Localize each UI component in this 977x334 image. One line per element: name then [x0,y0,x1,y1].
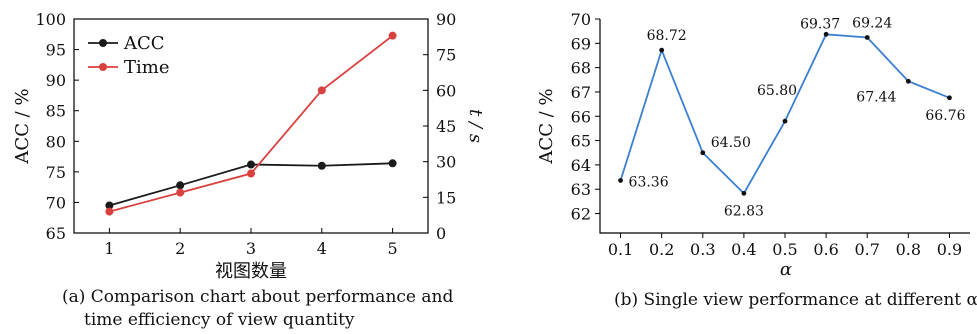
chart-b-series: 63.36 68.72 64.50 62.83 65.80 69.37 69.24 67.44… [618,15,966,219]
chart-b-point [905,78,911,84]
legend-label: Time [124,57,169,78]
chart-a-caption-line-2: time efficiency of view quantity [84,310,355,330]
chart-a-legend: ACC Time [88,33,169,78]
chart-b-y-tick-label: 66 [571,107,591,126]
chart-b-series-line [619,33,950,195]
chart-a-right-y-tick-label: 15 [436,188,456,207]
chart-b-x-tick-label: 0.3 [690,240,715,259]
chart-b-data-label: 63.36 [629,174,669,190]
chart-b-y-tick-label: 63 [571,180,591,199]
chart-b-y-tick-label: 67 [571,83,591,102]
chart-b-x-tick-label: 0.2 [649,240,674,259]
chart-b-caption: (b) Single view performance at different… [614,290,977,310]
chart-a-x-tick-label: 4 [317,239,327,258]
chart-b-point [947,95,952,101]
chart-a-series [105,31,397,216]
chart-a-point-acc [247,160,255,169]
chart-a-x-tick-label: 2 [175,239,185,258]
chart-b-x-tick-label: 0.6 [813,240,838,259]
chart-b-x-tick-label: 0.8 [896,240,921,259]
chart-b-point [659,47,665,53]
chart-b-y-tick-label: 65 [571,132,591,151]
chart-b-data-label: 67.44 [856,89,896,105]
chart-a-y-tick-label: 65 [46,224,66,243]
chart-b-y-tick-label: 64 [571,156,591,175]
chart-b-y-tick-label: 69 [571,34,591,53]
chart-a-y-tick-label: 85 [46,102,66,121]
chart-b-point [782,118,788,124]
chart-a-right-y-tick-label: 0 [436,224,446,243]
chart-a-point-time [105,207,114,216]
legend-label: ACC [123,33,165,54]
chart-a-y-tick-label: 70 [46,193,66,212]
chart-a-point-time [176,188,185,197]
chart-a-y-tick-label: 80 [46,132,66,151]
chart-b-x-tick-label: 0.9 [937,240,962,259]
chart-a-caption-line-1: (a) Comparison chart about performance a… [62,287,453,307]
chart-b-point [864,35,870,40]
chart-b-data-label: 64.50 [711,135,751,151]
chart-b-data-label: 69.37 [800,16,840,32]
chart-a-point-acc [176,181,185,190]
chart-a-right-y-tick-label: 60 [436,81,456,100]
chart-b-data-label: 69.24 [852,15,892,31]
chart-a-point-acc [317,161,326,170]
chart-a-point-time [317,86,326,95]
chart-b-y-tick-label: 62 [571,205,591,224]
chart-a-point-time [388,31,397,40]
chart-b-x-tick-label: 0.7 [854,240,879,259]
chart-b-data-label: 66.76 [925,108,965,124]
chart-a-x-tick-label: 3 [246,239,256,258]
chart-a-y-tick-label: 90 [46,71,66,90]
chart-a-right-y-tick-label: 30 [436,153,456,172]
chart-a-point-time [247,169,255,178]
chart-b-point [700,150,706,156]
chart-a-y-tick-label: 95 [46,41,66,60]
legend-swatch-marker [99,63,107,71]
chart-b-point [741,190,747,196]
chart-b-ticks: 0.1 0.2 0.3 0.4 0.5 0.6 0.7 0.8 0.9 62 63 64 65 66 67 6… [571,10,963,259]
chart-b-x-tick-label: 0.5 [772,240,797,259]
chart-a-y-axis-label: ACC / % [12,88,33,164]
chart-b-x-axis-label: α [780,259,792,280]
chart-a-right-y-tick-label: 45 [436,117,456,136]
chart-a-x-tick-label: 1 [104,239,114,258]
chart-b-axes [599,19,970,234]
chart-a-x-tick-label: 5 [388,239,398,258]
chart-b-data-label: 65.80 [757,83,797,99]
chart-a-point-acc [105,201,114,210]
chart-b-x-tick-label: 0.4 [731,240,756,259]
chart-b: 0.1 0.2 0.3 0.4 0.5 0.6 0.7 0.8 0.9 62 63 64 65 66 67 6… [536,10,977,310]
chart-b-point [618,178,623,183]
chart-b-x-tick-label: 0.1 [608,240,633,259]
chart-b-data-label: 68.72 [647,28,687,44]
chart-a-point-acc [388,159,397,168]
chart-b-y-axis-label: ACC / % [536,88,557,164]
chart-b-data-label: 62.83 [724,203,764,219]
chart-a-right-y-tick-label: 75 [436,46,456,65]
chart-a-right-y-axis-label: t / s [465,109,486,143]
chart-a-y-tick-label: 100 [35,10,66,29]
chart-b-y-tick-label: 68 [571,59,591,78]
legend-swatch-marker [99,39,107,47]
chart-b-point [823,31,829,37]
chart-a-y-tick-label: 75 [46,163,66,182]
chart-b-y-tick-label: 70 [571,10,591,29]
chart-a-right-y-tick-label: 90 [436,10,456,29]
chart-a-x-axis-label: 视图数量 [215,261,287,282]
